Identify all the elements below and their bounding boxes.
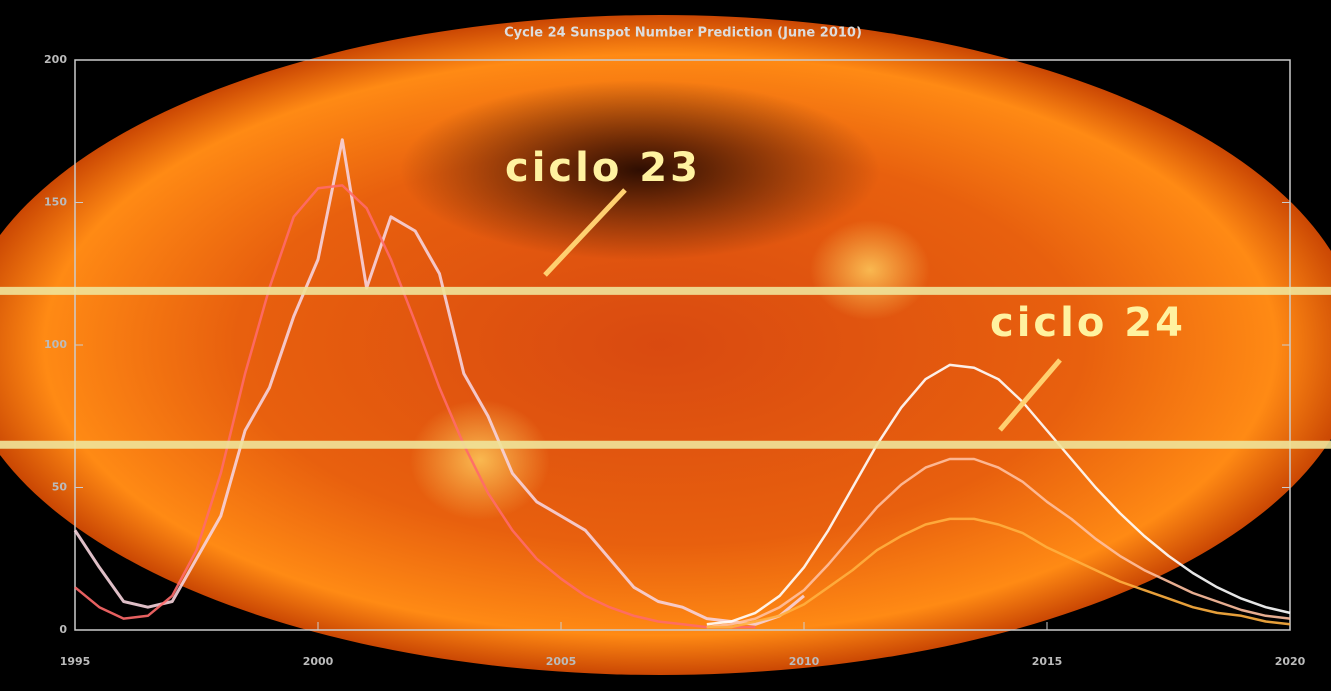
series-line	[74, 184, 756, 629]
y-tick-label: 200	[44, 53, 67, 66]
y-tick-label: 150	[44, 196, 67, 209]
x-tick-label: 2010	[789, 655, 820, 668]
x-tick-label: 2000	[303, 655, 334, 668]
series-line	[706, 517, 1291, 629]
series-line	[706, 363, 1291, 626]
series-layer	[73, 138, 1291, 629]
y-tick-label: 100	[44, 338, 67, 351]
x-tick-label: 2005	[546, 655, 577, 668]
active-region	[410, 400, 550, 520]
x-tick-label: 2020	[1275, 655, 1306, 668]
annotation-pointer	[998, 358, 1062, 432]
annotation-pointer	[543, 188, 627, 277]
x-tick-label: 1995	[60, 655, 91, 668]
y-tick-label: 50	[52, 481, 68, 494]
x-tick-label: 2015	[1032, 655, 1063, 668]
coronal-hole	[400, 80, 880, 260]
axes: 0 50 100 150 200 1995 2000 2005 2010 2015 2020	[44, 53, 1306, 668]
chart-title: Cycle 24 Sunspot Number Prediction (June…	[504, 26, 862, 41]
annotation: ciclo 24	[990, 300, 1186, 346]
active-region	[810, 220, 930, 320]
annotation: ciclo 23	[505, 145, 701, 191]
series-line	[706, 457, 1291, 629]
series-line	[73, 138, 805, 626]
reference-layer	[0, 286, 1331, 449]
y-tick-label: 0	[59, 623, 67, 636]
